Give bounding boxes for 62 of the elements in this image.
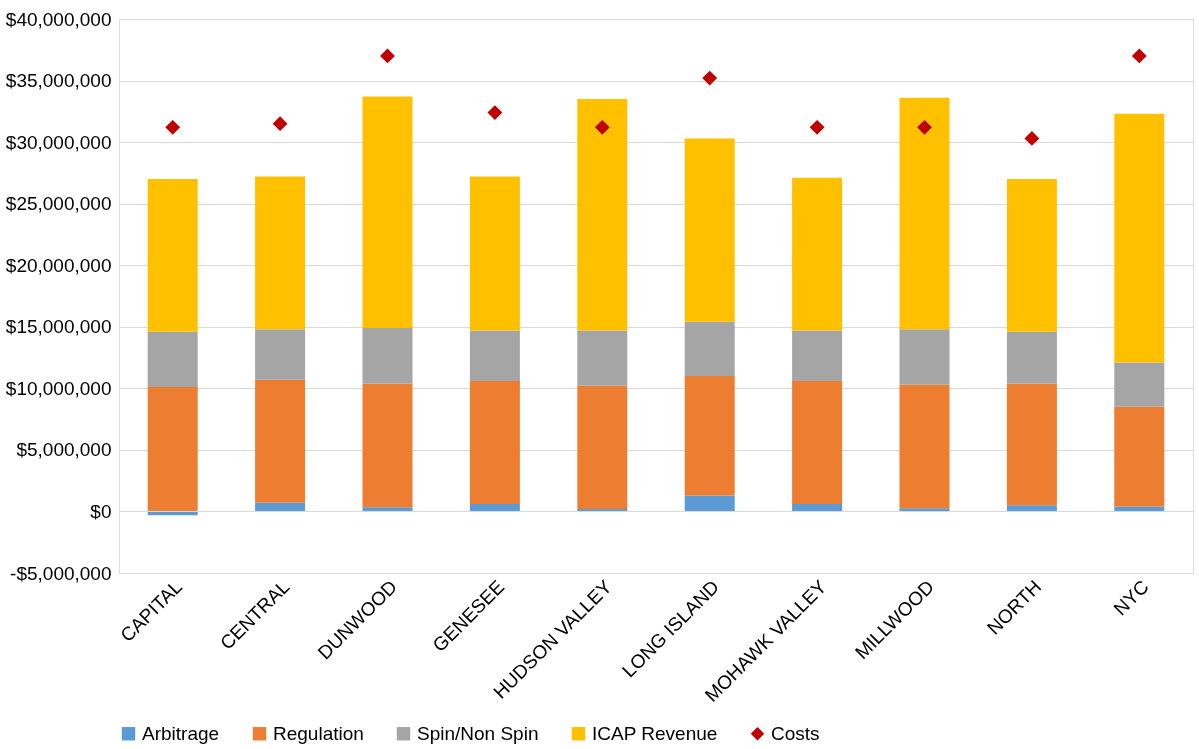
point (380, 48, 395, 64)
bar (255, 176, 306, 330)
bar (147, 331, 198, 388)
bar (362, 328, 413, 384)
bar (469, 330, 520, 381)
point (272, 116, 288, 132)
y-tick-label: $25,000,000 (5, 193, 112, 215)
bar (147, 387, 198, 512)
bar (1114, 362, 1165, 407)
y-tick-label: $10,000,000 (5, 377, 112, 399)
bar (899, 508, 950, 512)
point (1024, 131, 1040, 146)
legend-label: ICAP Revenue (592, 722, 718, 744)
bar (362, 383, 413, 508)
bar (899, 329, 950, 385)
bar (1006, 505, 1057, 512)
bar (147, 179, 198, 332)
bar (792, 504, 843, 512)
bar (1006, 179, 1057, 332)
y-tick-label: $30,000,000 (5, 131, 112, 153)
bar (1006, 383, 1057, 506)
bar (792, 380, 843, 505)
bar (577, 330, 628, 386)
bar (469, 176, 520, 331)
y-tick-label: $20,000,000 (5, 254, 112, 276)
y-tick-label: $15,000,000 (5, 316, 112, 338)
bar (792, 177, 843, 331)
legend-label: Regulation (273, 722, 364, 744)
bar (899, 384, 950, 509)
bar (255, 329, 306, 380)
bar (255, 379, 306, 503)
bar (1006, 331, 1057, 384)
bar (469, 380, 520, 505)
bar (684, 495, 735, 512)
y-tick-label: $5,000,000 (16, 439, 112, 461)
point (594, 119, 610, 135)
point (917, 119, 932, 135)
y-tick-label: $0 (90, 500, 112, 522)
bar (684, 376, 735, 496)
bar (362, 507, 413, 512)
bar (1114, 113, 1165, 363)
legend-label: Arbitrage (142, 722, 220, 744)
bar (899, 97, 950, 330)
point (702, 70, 718, 86)
bar (792, 330, 843, 381)
bar (577, 99, 628, 331)
y-tick-label: -$5,000,000 (10, 562, 112, 584)
bar (1114, 406, 1165, 507)
point (487, 105, 503, 120)
legend-label: Costs (771, 722, 820, 744)
legend-label: Spin/Non Spin (417, 722, 539, 744)
bar (684, 138, 735, 322)
bar (469, 504, 520, 512)
point (809, 119, 825, 135)
bar (362, 96, 413, 329)
bar (577, 385, 628, 509)
bar (684, 321, 735, 377)
y-tick-label: $35,000,000 (5, 70, 112, 92)
point (165, 119, 181, 135)
y-tick-label: $40,000,000 (5, 8, 112, 30)
point (1131, 48, 1147, 64)
bar (255, 502, 306, 512)
